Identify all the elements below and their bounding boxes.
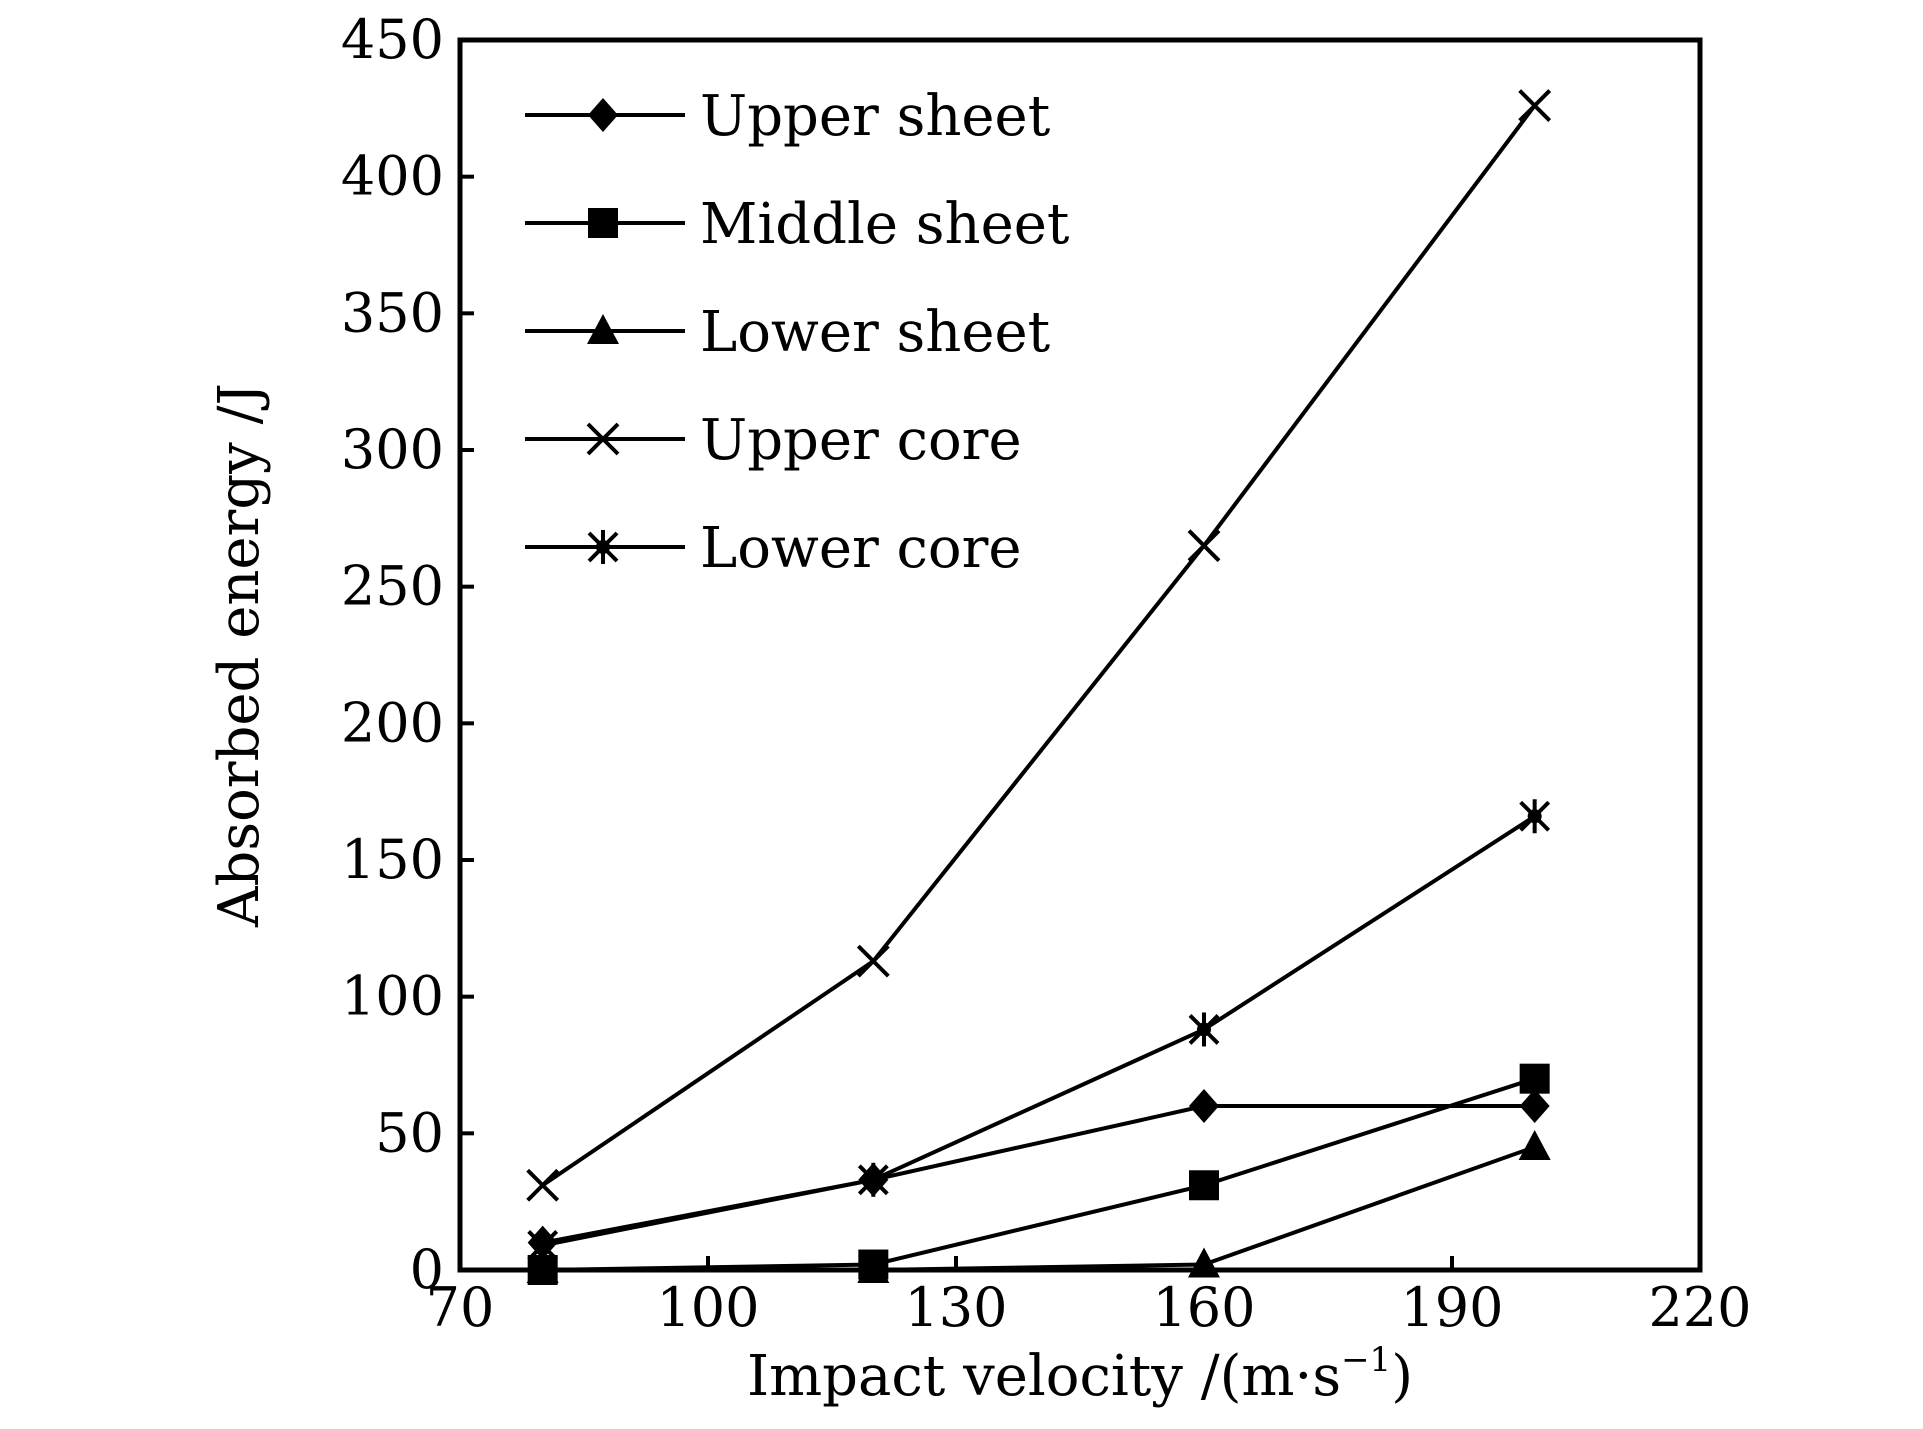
data-point — [1519, 1089, 1550, 1123]
series-upper-core — [526, 89, 1552, 1202]
data-point — [1519, 799, 1551, 834]
data-point — [1187, 529, 1221, 563]
data-point — [1519, 1063, 1550, 1094]
legend-label: Lower core — [700, 516, 1022, 581]
data-point — [526, 1168, 560, 1202]
series-line — [542, 1076, 1536, 1272]
data-point — [1188, 1012, 1220, 1047]
series-line — [542, 814, 1536, 1248]
x-axis-title-end: ) — [1391, 1344, 1413, 1409]
data-point — [856, 944, 890, 978]
legend-item: Lower core — [525, 516, 1022, 581]
data-point — [1189, 1170, 1219, 1201]
series-lower-sheet — [526, 1130, 1551, 1283]
legend-marker — [588, 98, 618, 132]
x-tick-label: 220 — [1648, 1276, 1751, 1339]
y-tick-label: 400 — [341, 145, 444, 208]
x-tick-label: 100 — [656, 1276, 759, 1339]
x-tick-label: 160 — [1152, 1276, 1255, 1339]
plot-frame — [457, 37, 1703, 1273]
y-tick-label: 300 — [341, 418, 444, 481]
legend-marker — [588, 208, 618, 238]
series-line — [542, 1145, 1536, 1272]
legend-label: Middle sheet — [700, 192, 1070, 257]
x-axis-title-superscript: −1 — [1341, 1340, 1391, 1380]
series-line — [541, 104, 1537, 1187]
x-tick-label: 130 — [904, 1276, 1007, 1339]
data-point — [1518, 89, 1552, 123]
legend-item: Upper core — [525, 408, 1022, 473]
ticks-layer: 70 100 130 160 190 220 0 50 100 150 200 250 300 350 40… — [341, 8, 1752, 1339]
legend-item: Upper sheet — [525, 84, 1051, 149]
legend-marker — [587, 314, 619, 344]
y-tick-label: 100 — [341, 965, 444, 1028]
y-tick-label: 450 — [341, 8, 444, 71]
legend: Upper sheet Middle sheet Lower sheet Upper … — [525, 84, 1070, 581]
x-axis-title: Impact velocity /(m·s−1) — [747, 1340, 1413, 1409]
legend-marker — [587, 530, 619, 564]
series-upper-sheet — [527, 1089, 1550, 1260]
legend-label: Upper core — [700, 408, 1022, 473]
legend-item: Middle sheet — [525, 192, 1070, 257]
y-axis-title: Absorbed energy /J — [207, 383, 272, 928]
series-layer — [526, 89, 1552, 1285]
series-lower-core — [527, 799, 1551, 1263]
y-tick-label: 50 — [375, 1101, 444, 1164]
legend-label: Upper sheet — [700, 84, 1051, 149]
y-tick-label: 0 — [410, 1238, 444, 1301]
legend-item: Lower sheet — [525, 300, 1051, 365]
series-middle-sheet — [527, 1063, 1550, 1285]
legend-marker — [586, 422, 620, 456]
y-tick-label: 350 — [341, 281, 444, 344]
x-tick-label: 190 — [1400, 1276, 1503, 1339]
y-tick-label: 250 — [341, 555, 444, 618]
data-point — [857, 1162, 889, 1197]
data-point — [1189, 1089, 1219, 1123]
x-axis-title-main: Impact velocity /(m·s — [747, 1344, 1341, 1409]
legend-label: Lower sheet — [700, 300, 1051, 365]
data-point — [1518, 1130, 1551, 1160]
y-tick-label: 150 — [341, 828, 444, 891]
y-tick-label: 200 — [341, 691, 444, 754]
x-tick-label: 70 — [426, 1276, 495, 1339]
data-point — [527, 1228, 559, 1263]
